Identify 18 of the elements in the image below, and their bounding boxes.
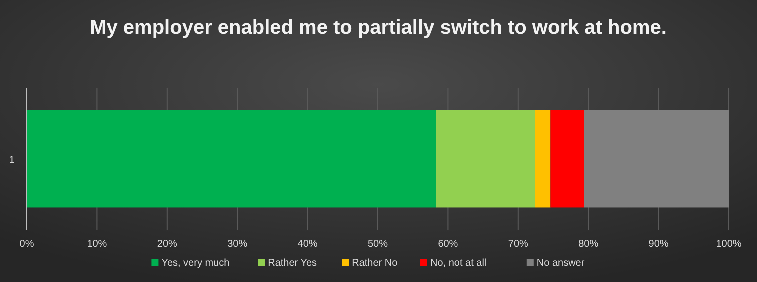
x-tick-label: 60% <box>438 239 458 250</box>
x-tick-label: 70% <box>508 239 529 250</box>
x-tick-label: 40% <box>298 239 318 250</box>
x-tick-label: 10% <box>87 239 108 250</box>
x-tick-label: 0% <box>20 239 34 250</box>
legend-label: Yes, very much <box>162 258 230 269</box>
chart-title: My employer enabled me to partially switch to work at home. <box>90 17 667 39</box>
x-tick-label: 20% <box>157 239 178 250</box>
legend-label: Rather Yes <box>268 258 318 269</box>
x-tick-label: 100% <box>716 239 742 250</box>
legend-label: No, not at all <box>430 258 487 269</box>
x-tick-label: 80% <box>578 239 599 250</box>
x-tick-label: 30% <box>228 239 248 250</box>
legend-label: Rather No <box>352 258 398 269</box>
x-tick-label: 50% <box>368 239 388 250</box>
x-tick-label: 90% <box>648 239 669 250</box>
y-tick-label: 1 <box>9 155 16 166</box>
legend-label: No answer <box>536 258 586 269</box>
